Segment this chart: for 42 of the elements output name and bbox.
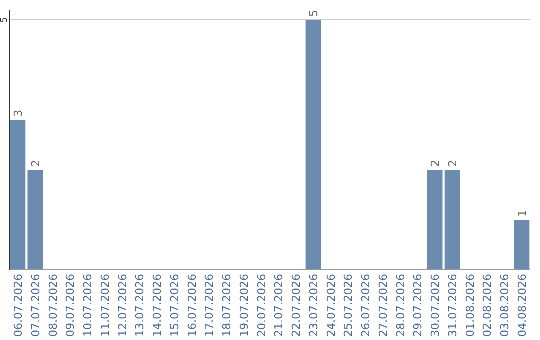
x-tick-label: 21.07.2026	[272, 274, 286, 337]
bar	[444, 170, 460, 270]
x-tick-label: 03.08.2026	[498, 274, 512, 337]
data-label: 2	[429, 160, 442, 167]
x-tick-label: 10.07.2026	[82, 274, 95, 337]
x-tick-label: 07.07.2026	[29, 274, 42, 337]
data-label: 1	[516, 210, 530, 217]
x-tick-label: 22.07.2026	[290, 274, 304, 337]
x-tick-label: 04.08.2026	[516, 274, 530, 337]
x-tick-label: 12.07.2026	[116, 274, 130, 337]
x-tick-label: 30.07.2026	[429, 274, 442, 337]
x-tick-label: 28.07.2026	[394, 274, 408, 337]
bar	[306, 20, 322, 270]
x-tick-label: 02.08.2026	[481, 274, 494, 337]
x-tick-label: 15.07.2026	[168, 274, 182, 337]
x-tick-label: 08.07.2026	[46, 274, 60, 337]
x-tick-label: 24.07.2026	[324, 274, 338, 337]
x-tick-label: 25.07.2026	[342, 274, 356, 337]
x-tick-label: 26.07.2026	[360, 274, 373, 337]
data-label: 3	[12, 110, 25, 117]
x-tick-label: 20.07.2026	[255, 274, 268, 337]
x-tick-label: 14.07.2026	[151, 274, 164, 337]
data-label: 2	[29, 160, 42, 167]
bar	[10, 120, 26, 270]
bar	[28, 170, 44, 270]
x-tick-label: 19.07.2026	[238, 274, 251, 337]
data-label: 2	[446, 160, 460, 167]
x-tick-label: 23.07.2026	[307, 274, 320, 337]
data-label: 5	[307, 10, 320, 17]
x-tick-label: 11.07.2026	[98, 274, 112, 337]
x-tick-label: 01.08.2026	[464, 274, 477, 337]
x-tick-label: 13.07.2026	[134, 274, 147, 337]
x-tick-label: 27.07.2026	[376, 274, 390, 337]
bar	[427, 170, 443, 270]
x-tick-label: 18.07.2026	[220, 274, 234, 337]
x-tick-label: 16.07.2026	[186, 274, 199, 337]
x-tick-label: 29.07.2026	[412, 274, 425, 337]
x-tick-label: 06.07.2026	[12, 274, 25, 337]
x-tick-label: 09.07.2026	[64, 274, 78, 337]
bar	[514, 220, 530, 270]
x-tick-label: 17.07.2026	[203, 274, 216, 337]
x-tick-label: 31.07.2026	[446, 274, 460, 337]
